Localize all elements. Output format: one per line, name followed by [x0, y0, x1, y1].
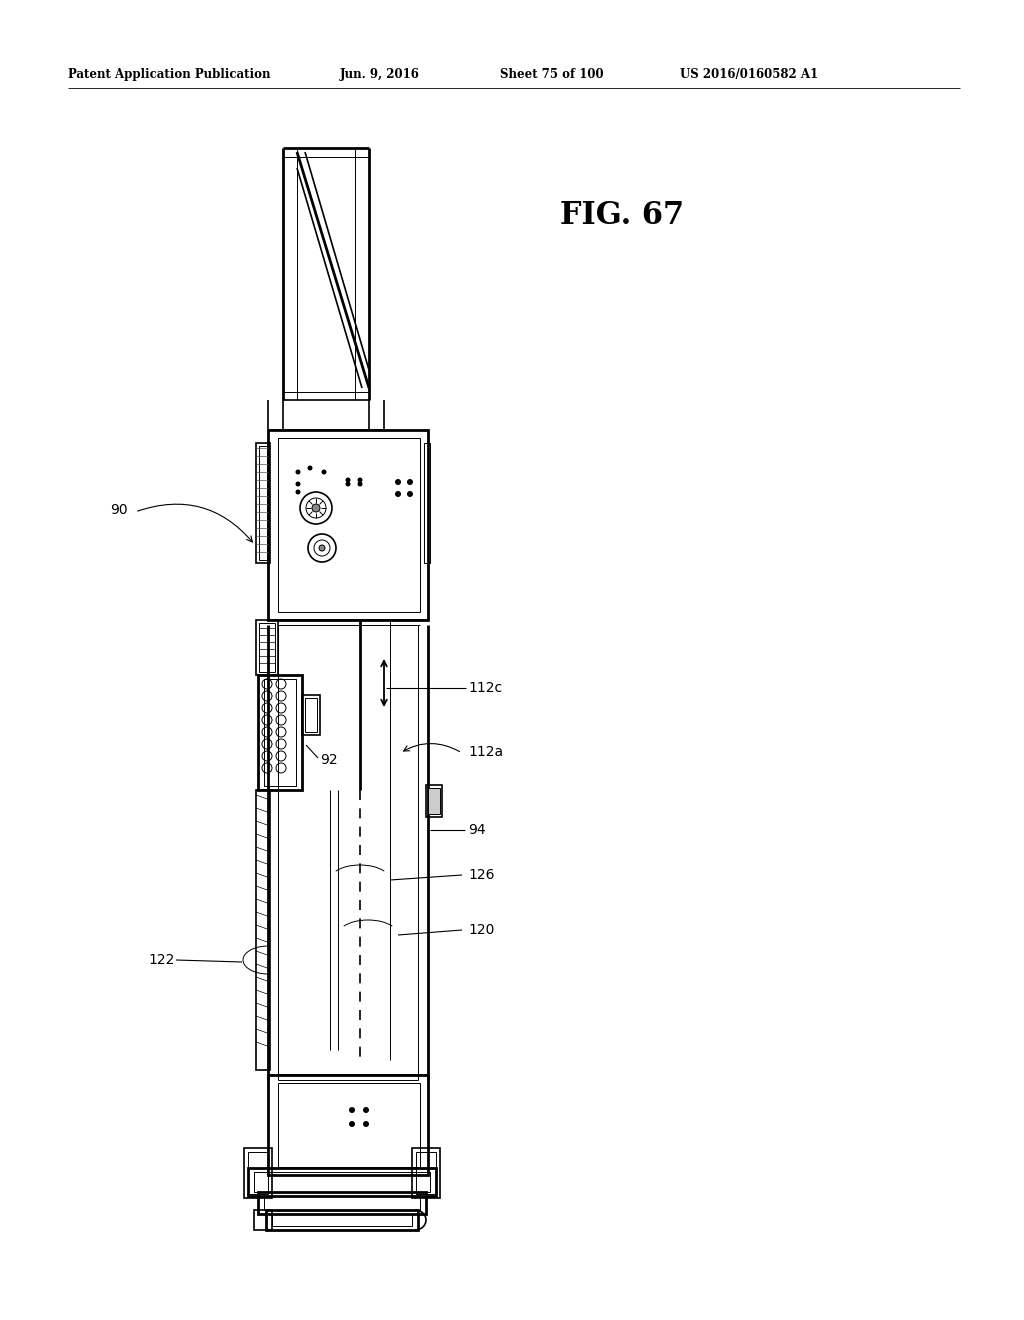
Bar	[428, 788, 440, 814]
Bar	[258, 1192, 426, 1214]
Circle shape	[345, 478, 350, 483]
Circle shape	[407, 491, 413, 498]
Bar	[278, 1082, 420, 1167]
Circle shape	[362, 1121, 369, 1127]
Bar	[259, 446, 267, 560]
Text: Sheet 75 of 100: Sheet 75 of 100	[500, 69, 603, 81]
Bar	[248, 1152, 268, 1195]
Bar	[424, 444, 430, 564]
Circle shape	[345, 482, 350, 487]
Bar	[248, 1168, 436, 1196]
Bar	[305, 698, 317, 733]
Text: 126: 126	[468, 869, 495, 882]
Circle shape	[319, 545, 325, 550]
Circle shape	[395, 491, 401, 498]
Circle shape	[296, 482, 300, 487]
Circle shape	[357, 478, 362, 483]
Circle shape	[349, 1121, 355, 1127]
Bar	[416, 1152, 436, 1195]
Circle shape	[307, 466, 312, 470]
Circle shape	[362, 1107, 369, 1113]
Bar	[256, 444, 270, 564]
Text: FIG. 67: FIG. 67	[560, 201, 684, 231]
Circle shape	[296, 490, 300, 495]
Bar	[258, 675, 302, 789]
Circle shape	[349, 1107, 355, 1113]
Bar	[256, 620, 278, 675]
Bar	[244, 1148, 272, 1199]
Bar	[259, 623, 275, 672]
Circle shape	[296, 470, 300, 474]
Text: US 2016/0160582 A1: US 2016/0160582 A1	[680, 69, 818, 81]
Bar	[426, 785, 442, 817]
Bar	[256, 789, 270, 1071]
Bar	[268, 1074, 428, 1175]
Text: 120: 120	[468, 923, 495, 937]
Text: 90: 90	[110, 503, 128, 517]
Bar	[264, 678, 296, 785]
Text: 122: 122	[148, 953, 174, 968]
Bar	[264, 1196, 420, 1210]
Text: 92: 92	[319, 752, 338, 767]
Circle shape	[312, 504, 319, 512]
Text: Jun. 9, 2016: Jun. 9, 2016	[340, 69, 420, 81]
Text: 94: 94	[468, 822, 485, 837]
Text: Patent Application Publication: Patent Application Publication	[68, 69, 270, 81]
Circle shape	[357, 482, 362, 487]
Text: 112c: 112c	[468, 681, 502, 696]
Bar	[412, 1148, 440, 1199]
Bar	[302, 696, 319, 735]
Bar	[278, 438, 420, 612]
Circle shape	[395, 479, 401, 484]
Bar	[272, 1214, 412, 1226]
Text: 112a: 112a	[468, 744, 503, 759]
Bar	[268, 430, 428, 620]
Bar	[254, 1172, 430, 1192]
Bar	[266, 1210, 418, 1230]
Circle shape	[407, 479, 413, 484]
Circle shape	[322, 470, 327, 474]
Bar	[254, 1210, 272, 1230]
